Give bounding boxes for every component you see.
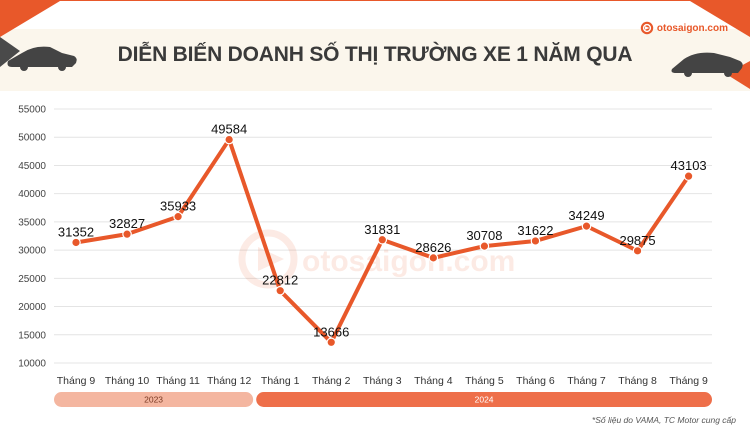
data-label: 22812 <box>262 273 298 288</box>
y-tick-label: 30000 <box>18 246 46 257</box>
y-tick-label: 20000 <box>18 302 46 313</box>
otosaigon-logo-icon <box>640 21 654 35</box>
watermark-logo-icon <box>238 229 298 289</box>
y-tick-label: 55000 <box>18 105 46 116</box>
car-silhouette-right-icon <box>671 52 743 77</box>
year-band <box>256 392 712 407</box>
data-point <box>581 221 592 231</box>
data-label: 34249 <box>568 208 604 223</box>
x-tick-label: Tháng 12 <box>207 375 252 387</box>
data-label: 31622 <box>517 223 553 238</box>
data-label: 29875 <box>619 233 655 248</box>
x-tick-label: Tháng 5 <box>465 375 504 387</box>
source-note: *Số liệu do VAMA, TC Motor cung cấp <box>591 415 736 425</box>
data-label: 31352 <box>58 224 94 239</box>
x-tick-label: Tháng 9 <box>57 375 96 387</box>
data-label: 28626 <box>415 240 451 255</box>
data-point <box>122 229 132 239</box>
data-point <box>530 236 541 246</box>
x-tick-label: Tháng 3 <box>363 375 402 387</box>
x-tick-label: Tháng 7 <box>567 375 606 387</box>
data-label: 32827 <box>109 216 145 231</box>
corner-triangle-left <box>0 37 20 67</box>
data-point <box>275 285 285 296</box>
y-tick-label: 50000 <box>18 133 46 144</box>
chart-title: DIỄN BIẾN DOANH SỐ THỊ TRƯỜNG XE 1 NĂM Q… <box>117 43 633 66</box>
brand-logo[interactable]: otosaigon.com <box>640 21 728 35</box>
data-point <box>326 337 337 348</box>
x-tick-label: Tháng 9 <box>669 375 708 387</box>
data-label: 31831 <box>364 222 400 237</box>
data-point <box>173 211 183 222</box>
corner-triangle-top-left <box>0 1 60 37</box>
x-tick-label: Tháng 2 <box>312 375 351 387</box>
data-label: 49584 <box>211 122 247 137</box>
data-label: 30708 <box>466 228 502 243</box>
year-band-label: 2024 <box>475 395 494 405</box>
x-tick-label: Tháng 10 <box>105 375 150 387</box>
y-tick-label: 35000 <box>18 217 46 228</box>
data-label: 13666 <box>313 324 349 339</box>
y-tick-label: 15000 <box>18 330 46 341</box>
x-tick-label: Tháng 6 <box>516 375 555 387</box>
data-point <box>479 241 490 251</box>
y-tick-label: 45000 <box>18 161 46 172</box>
y-tick-label: 25000 <box>18 274 46 285</box>
year-band-label: 2023 <box>144 395 163 405</box>
data-point <box>632 246 643 256</box>
x-tick-label: Tháng 1 <box>261 375 300 387</box>
y-tick-label: 40000 <box>18 189 46 200</box>
data-label: 43103 <box>671 158 707 173</box>
corner-triangle-right <box>726 61 750 89</box>
data-label: 35933 <box>160 199 196 214</box>
x-tick-label: Tháng 8 <box>618 375 657 387</box>
header-band <box>0 29 750 91</box>
year-band <box>54 392 254 407</box>
brand-name: otosaigon.com <box>656 22 728 34</box>
corner-triangle-top-right <box>690 1 750 37</box>
x-tick-label: Tháng 11 <box>156 375 200 387</box>
data-point <box>428 253 439 263</box>
y-tick-label: 10000 <box>18 359 46 370</box>
data-point <box>377 234 388 245</box>
car-silhouette-left-icon <box>7 46 77 71</box>
data-point <box>683 171 694 181</box>
x-tick-label: Tháng 4 <box>414 375 453 387</box>
data-point <box>71 237 81 248</box>
data-point <box>224 134 234 145</box>
